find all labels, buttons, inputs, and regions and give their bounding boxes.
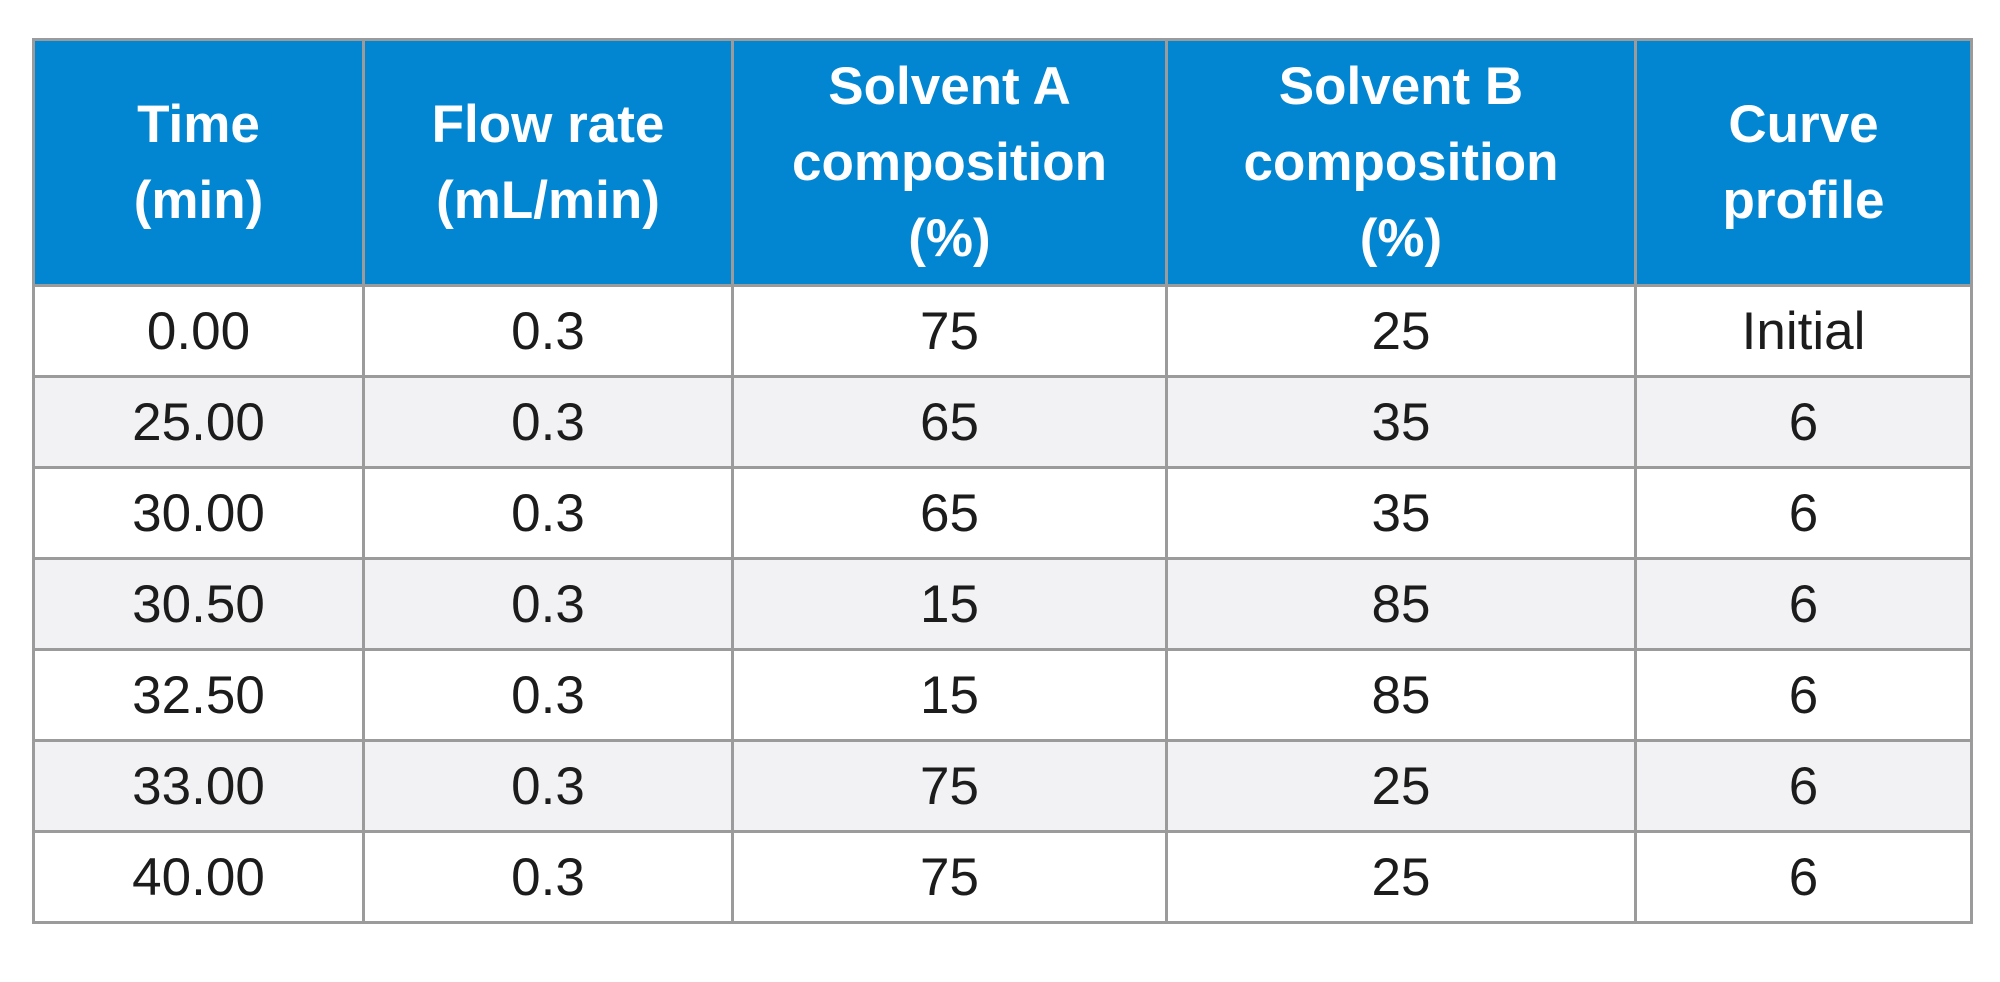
cell-time: 25.00 [34,377,364,468]
cell-flow-rate: 0.3 [364,832,733,923]
header-flow-rate: Flow rate (mL/min) [364,40,733,286]
cell-solvent-a: 15 [733,650,1167,741]
table-row: 30.50 0.3 15 85 6 [34,559,1972,650]
table-row: 40.00 0.3 75 25 6 [34,832,1972,923]
cell-solvent-b: 85 [1167,559,1636,650]
table-row: 32.50 0.3 15 85 6 [34,650,1972,741]
cell-solvent-b: 35 [1167,377,1636,468]
cell-solvent-a: 75 [733,286,1167,377]
table-body: 0.00 0.3 75 25 Initial 25.00 0.3 65 35 6… [34,286,1972,923]
header-solvent-b: Solvent B composition (%) [1167,40,1636,286]
cell-flow-rate: 0.3 [364,650,733,741]
header-row: Time (min) Flow rate (mL/min) Solvent A … [34,40,1972,286]
table-row: 0.00 0.3 75 25 Initial [34,286,1972,377]
cell-solvent-b: 25 [1167,286,1636,377]
cell-time: 0.00 [34,286,364,377]
cell-flow-rate: 0.3 [364,377,733,468]
cell-curve-profile: Initial [1636,286,1972,377]
cell-solvent-a: 65 [733,468,1167,559]
cell-time: 30.00 [34,468,364,559]
cell-solvent-a: 75 [733,832,1167,923]
header-time: Time (min) [34,40,364,286]
cell-curve-profile: 6 [1636,650,1972,741]
table-row: 30.00 0.3 65 35 6 [34,468,1972,559]
cell-flow-rate: 0.3 [364,468,733,559]
cell-solvent-a: 75 [733,741,1167,832]
cell-flow-rate: 0.3 [364,286,733,377]
cell-time: 40.00 [34,832,364,923]
cell-solvent-a: 15 [733,559,1167,650]
cell-solvent-b: 25 [1167,832,1636,923]
cell-flow-rate: 0.3 [364,559,733,650]
header-curve-profile: Curve profile [1636,40,1972,286]
cell-curve-profile: 6 [1636,832,1972,923]
cell-solvent-b: 35 [1167,468,1636,559]
table-row: 25.00 0.3 65 35 6 [34,377,1972,468]
cell-solvent-b: 25 [1167,741,1636,832]
cell-time: 32.50 [34,650,364,741]
cell-solvent-b: 85 [1167,650,1636,741]
cell-curve-profile: 6 [1636,559,1972,650]
cell-solvent-a: 65 [733,377,1167,468]
cell-time: 30.50 [34,559,364,650]
cell-flow-rate: 0.3 [364,741,733,832]
header-solvent-a: Solvent A composition (%) [733,40,1167,286]
gradient-table: Time (min) Flow rate (mL/min) Solvent A … [32,38,1973,924]
cell-curve-profile: 6 [1636,377,1972,468]
table-row: 33.00 0.3 75 25 6 [34,741,1972,832]
cell-curve-profile: 6 [1636,468,1972,559]
cell-time: 33.00 [34,741,364,832]
table-header: Time (min) Flow rate (mL/min) Solvent A … [34,40,1972,286]
cell-curve-profile: 6 [1636,741,1972,832]
